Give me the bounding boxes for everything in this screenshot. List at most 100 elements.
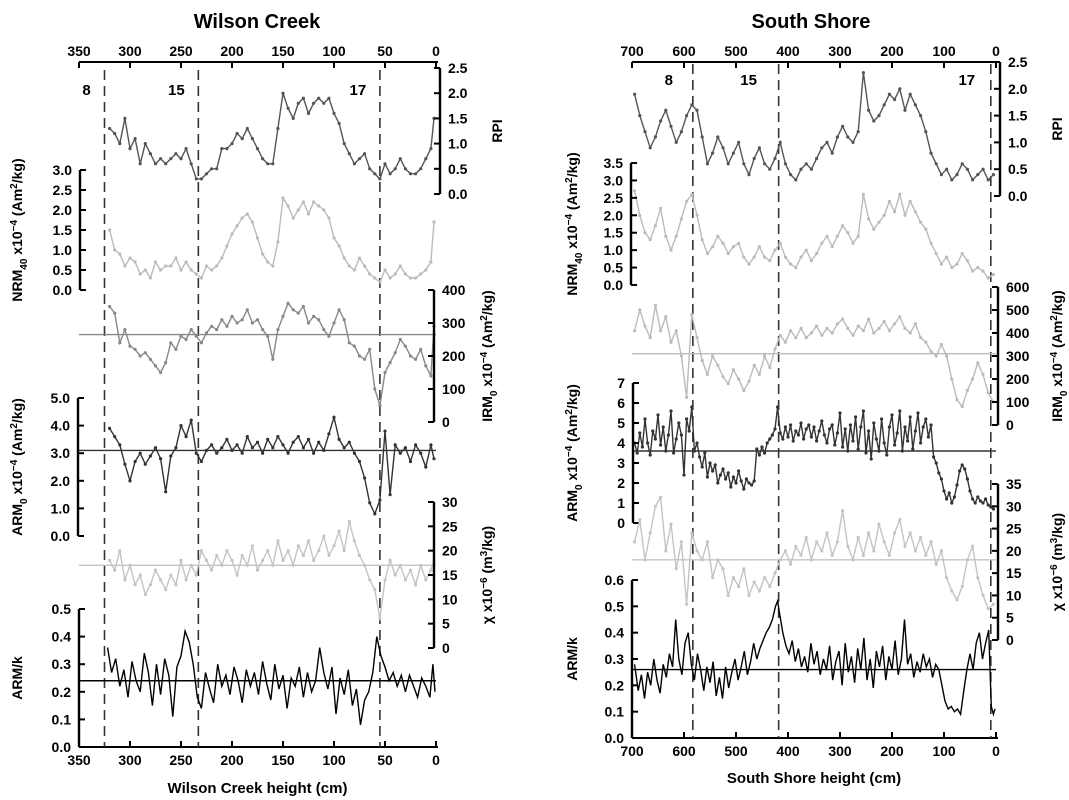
data-point (403, 446, 407, 450)
data-point (646, 441, 650, 445)
data-point (986, 276, 990, 280)
data-point (713, 463, 717, 467)
data-point (924, 340, 928, 344)
data-point (347, 152, 351, 156)
data-point (711, 354, 715, 358)
y-tick-label: 0.2 (52, 684, 72, 700)
data-point (872, 421, 876, 425)
data-point (653, 504, 658, 508)
data-point (768, 437, 772, 441)
data-point (408, 172, 413, 176)
data-point (851, 439, 855, 443)
data-point (757, 146, 762, 150)
data-point (705, 252, 710, 256)
data-point (971, 377, 975, 381)
data-point (674, 567, 678, 571)
data-point (194, 177, 198, 181)
data-point (388, 276, 392, 280)
data-point (210, 324, 214, 328)
data-point (950, 377, 954, 381)
data-point (210, 268, 214, 272)
data-point (809, 435, 814, 439)
data-point (108, 228, 112, 232)
data-point (143, 592, 147, 597)
data-point (908, 331, 912, 335)
data-point (955, 483, 959, 487)
y-tick-label: 4.0 (51, 418, 71, 434)
data-point (984, 497, 988, 501)
data-point (148, 357, 152, 361)
data-point (643, 231, 647, 235)
data-point (128, 147, 132, 151)
data-point (169, 157, 173, 161)
y-axis: 0.00.5 1.01.5 2.02.5 3.03.5 NRM40 x10−4 (Am2… (564, 152, 637, 296)
data-point (388, 493, 392, 497)
data-point (700, 359, 704, 363)
data-point (419, 167, 423, 171)
data-point (757, 372, 762, 376)
data-point (153, 260, 158, 264)
y-tick-label: 100 (442, 381, 466, 397)
y-tick-label: 300 (442, 315, 466, 331)
data-point (690, 405, 694, 409)
x-tick-label: 200 (220, 752, 244, 768)
data-point (199, 177, 203, 181)
data-point (393, 272, 397, 276)
y-tick-label: 5 (617, 415, 625, 431)
data-point (322, 448, 326, 452)
data-point (861, 553, 866, 557)
data-point (113, 131, 117, 136)
series-line (633, 190, 994, 279)
data-point (929, 540, 933, 544)
data-point (828, 427, 832, 431)
data-point (789, 562, 793, 566)
data-point (301, 446, 305, 450)
data-point (179, 157, 183, 161)
data-point (815, 156, 819, 161)
data-point (312, 558, 316, 563)
data-point (235, 224, 239, 228)
y-tick-label: 0.1 (52, 711, 72, 727)
data-point (261, 451, 265, 455)
data-point (296, 435, 300, 439)
series-chi: 0 5 10 15 20 25 30 χ x10−6 (m3/kg) (79, 494, 495, 656)
data-point (872, 549, 876, 553)
data-point (760, 445, 764, 449)
data-point (742, 567, 746, 571)
y-tick-label: 0.4 (52, 629, 72, 645)
data-point (960, 463, 964, 467)
data-point (659, 495, 663, 499)
data-point (261, 328, 265, 332)
data-point (648, 531, 652, 535)
data-point (947, 491, 951, 495)
data-point (643, 130, 647, 134)
y-axis-title: NRM40 x10−4 (Am2/kg) (9, 158, 30, 301)
data-point (799, 167, 803, 171)
data-point (327, 334, 331, 338)
series-line (108, 521, 435, 619)
data-point (393, 351, 397, 355)
data-point (653, 224, 658, 228)
data-point (737, 377, 741, 381)
data-point (174, 446, 178, 450)
x-tick-label: 200 (880, 743, 904, 759)
data-point (373, 172, 377, 176)
data-point (731, 151, 736, 155)
data-point (398, 451, 402, 455)
y-tick-label: 0.6 (605, 572, 625, 588)
data-point (882, 103, 886, 107)
data-point (877, 326, 881, 330)
y-axis: 0 5 10 15 20 25 30 35 χ x10−6 (m3/kg) (992, 476, 1065, 648)
data-point (169, 341, 173, 345)
data-point (752, 363, 756, 367)
data-point (312, 451, 316, 455)
data-point (347, 440, 351, 444)
data-point (757, 589, 762, 593)
data-point (363, 357, 367, 361)
data-point (373, 276, 377, 280)
data-point (721, 146, 725, 150)
data-point (976, 576, 980, 580)
x-tick-label: 50 (377, 43, 393, 59)
y-tick-label: 0.5 (604, 260, 624, 276)
data-point (286, 301, 290, 305)
